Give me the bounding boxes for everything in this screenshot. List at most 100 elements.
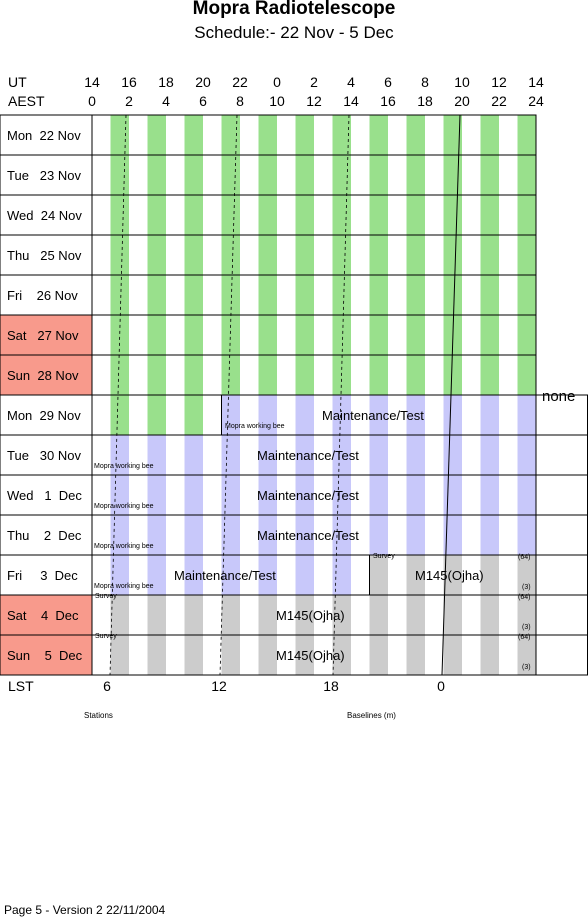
hour-stripe (406, 155, 425, 195)
hour-stripe (406, 235, 425, 275)
hour-stripe (110, 235, 129, 275)
n64-sat4: (64) (518, 594, 531, 601)
day-label: Wed 1 Dec (7, 488, 82, 503)
hour-stripe (369, 315, 388, 355)
hour-stripe (184, 555, 203, 595)
bee-note-fri3: Mopra working bee (94, 583, 154, 590)
page-subtitle: Schedule:- 22 Nov - 5 Dec (194, 23, 394, 42)
lst-tick: 0 (437, 678, 445, 694)
hour-stripe (406, 475, 425, 515)
weekend-cell (0, 355, 92, 395)
hour-stripe (480, 115, 499, 155)
hour-stripe (332, 315, 351, 355)
hour-stripe (369, 235, 388, 275)
maint-mon29: Maintenance/Test (322, 408, 424, 423)
n3-fri3: (3) (522, 584, 531, 591)
hour-stripe (221, 115, 240, 155)
hour-stripe (258, 195, 277, 235)
day-label: Sun 28 Nov (7, 368, 79, 383)
hour-stripe (332, 395, 351, 435)
hour-stripe (332, 635, 351, 675)
day-label: Tue 30 Nov (7, 448, 81, 463)
hour-stripe (480, 475, 499, 515)
hour-stripe (110, 515, 129, 555)
hour-stripe (221, 435, 240, 475)
hour-stripe (480, 515, 499, 555)
hour-stripe (406, 595, 425, 635)
hour-stripe (184, 235, 203, 275)
hour-stripe (369, 515, 388, 555)
day-label: Thu 2 Dec (7, 528, 82, 543)
hour-stripe (184, 355, 203, 395)
hour-stripe (443, 435, 462, 475)
hour-stripe (332, 595, 351, 635)
hour-stripe (184, 315, 203, 355)
hour-stripe (221, 555, 240, 595)
hour-stripe (258, 475, 277, 515)
hour-stripe (147, 435, 166, 475)
hour-stripe (369, 475, 388, 515)
ut-tick: 8 (421, 74, 429, 90)
hour-stripe (517, 435, 536, 475)
day-label: Thu 25 Nov (7, 248, 82, 263)
hour-stripe (517, 155, 536, 195)
n3-sat4: (3) (522, 624, 531, 631)
hour-stripe (443, 235, 462, 275)
hour-stripe (295, 595, 314, 635)
ut-tick: 20 (195, 74, 211, 90)
hour-stripe (406, 435, 425, 475)
hour-stripe (147, 355, 166, 395)
maint-tue30: Maintenance/Test (257, 448, 359, 463)
survey-fri3: Survey (373, 553, 395, 560)
hour-stripe (369, 395, 388, 435)
hour-stripe (517, 315, 536, 355)
hour-stripe (443, 515, 462, 555)
hour-stripe (443, 115, 462, 155)
hour-stripe (147, 235, 166, 275)
weekend-cell (0, 635, 92, 675)
hour-stripe (332, 115, 351, 155)
hour-stripe (184, 115, 203, 155)
day-label: Fri 3 Dec (7, 568, 78, 583)
survey-sat4: Survey (95, 593, 117, 600)
ut-label: UT (8, 74, 27, 90)
m145-sat4: M145(Ojha) (276, 608, 345, 623)
hour-stripe (480, 395, 499, 435)
hour-stripe (147, 155, 166, 195)
day-label: Wed 24 Nov (7, 208, 82, 223)
baselines-label: Baselines (m) (347, 711, 396, 720)
hour-stripe (295, 475, 314, 515)
aest-tick: 4 (162, 93, 170, 109)
hour-stripe (221, 395, 240, 435)
day-label: Sun 5 Dec (7, 648, 83, 663)
hour-stripe (369, 275, 388, 315)
hour-stripe (406, 315, 425, 355)
hour-stripe (221, 235, 240, 275)
hour-stripe (517, 555, 536, 595)
hour-stripe (480, 555, 499, 595)
hour-stripe (184, 195, 203, 235)
aest-tick: 22 (491, 93, 507, 109)
hour-stripe (184, 395, 203, 435)
aest-tick: 0 (88, 93, 96, 109)
ut-tick: 2 (310, 74, 318, 90)
hour-stripe (295, 635, 314, 675)
bee-note-tue30: Mopra working bee (94, 463, 154, 470)
survey-sun5: Survey (95, 633, 117, 640)
maint-thu2: Maintenance/Test (257, 528, 359, 543)
hour-stripe (147, 275, 166, 315)
ut-tick: 22 (232, 74, 248, 90)
hour-stripe (517, 275, 536, 315)
hour-stripe (480, 195, 499, 235)
hour-stripe (369, 635, 388, 675)
hour-stripe (147, 595, 166, 635)
hour-stripe (332, 555, 351, 595)
hour-stripe (295, 555, 314, 595)
hour-stripe (147, 515, 166, 555)
hour-stripe (184, 435, 203, 475)
hour-stripe (369, 115, 388, 155)
weekend-cell (0, 595, 92, 635)
hour-stripe (406, 275, 425, 315)
hour-stripe (221, 635, 240, 675)
